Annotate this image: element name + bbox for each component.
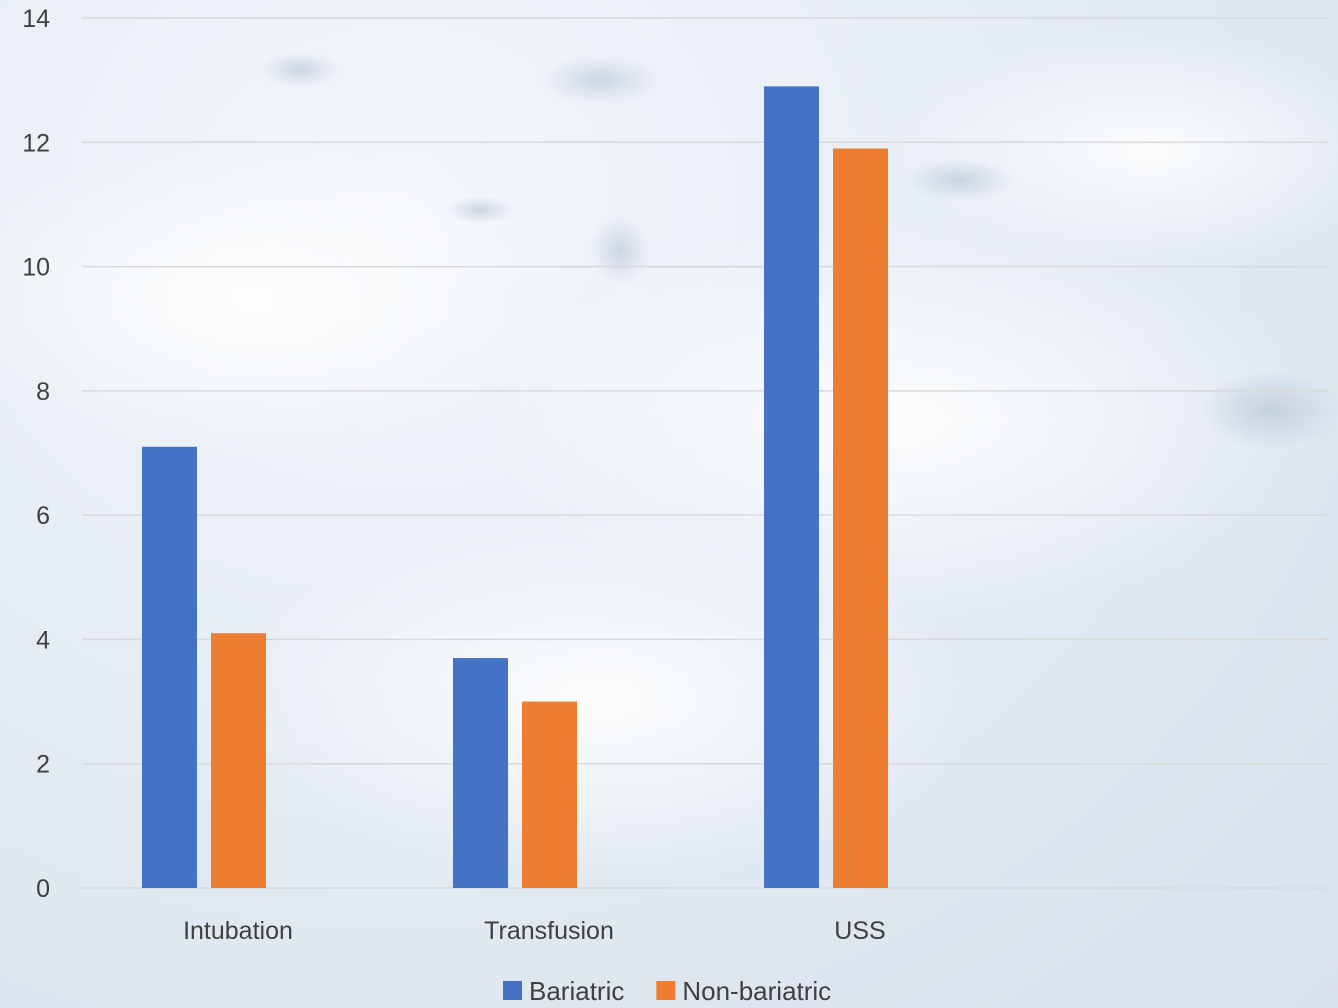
legend-swatch <box>503 981 522 1000</box>
legend-entry: Non-bariatric <box>682 976 831 1006</box>
y-tick-label: 0 <box>36 875 50 903</box>
bar-intubation-bariatric <box>142 446 197 888</box>
legend: Bariatric Non-bariatric <box>503 976 831 1006</box>
x-category-label: USS <box>834 917 885 945</box>
y-tick-label: 8 <box>36 378 50 406</box>
x-axis-categories: Intubation Transfusion USS <box>183 917 886 945</box>
bar-uss-bariatric <box>764 86 819 889</box>
legend-swatch <box>656 981 676 1000</box>
legend-entry: Bariatric <box>529 976 624 1006</box>
bars <box>142 86 888 889</box>
y-tick-label: 4 <box>36 626 50 654</box>
bar-transfusion-non-bariatric <box>522 701 577 888</box>
bar-uss-non-bariatric <box>833 148 888 888</box>
y-tick-label: 10 <box>22 254 50 282</box>
y-axis-ticks: 0 2 4 6 8 10 12 14 <box>22 5 50 903</box>
y-tick-label: 12 <box>22 129 50 157</box>
y-tick-label: 6 <box>36 502 50 530</box>
x-category-label: Intubation <box>183 917 293 945</box>
y-tick-label: 14 <box>22 5 50 33</box>
y-tick-label: 2 <box>36 751 50 779</box>
gridlines <box>82 17 1328 889</box>
sky-background <box>0 30 1338 880</box>
bar-intubation-non-bariatric <box>211 633 266 888</box>
x-category-label: Transfusion <box>484 917 614 945</box>
bar-transfusion-bariatric <box>453 658 508 888</box>
